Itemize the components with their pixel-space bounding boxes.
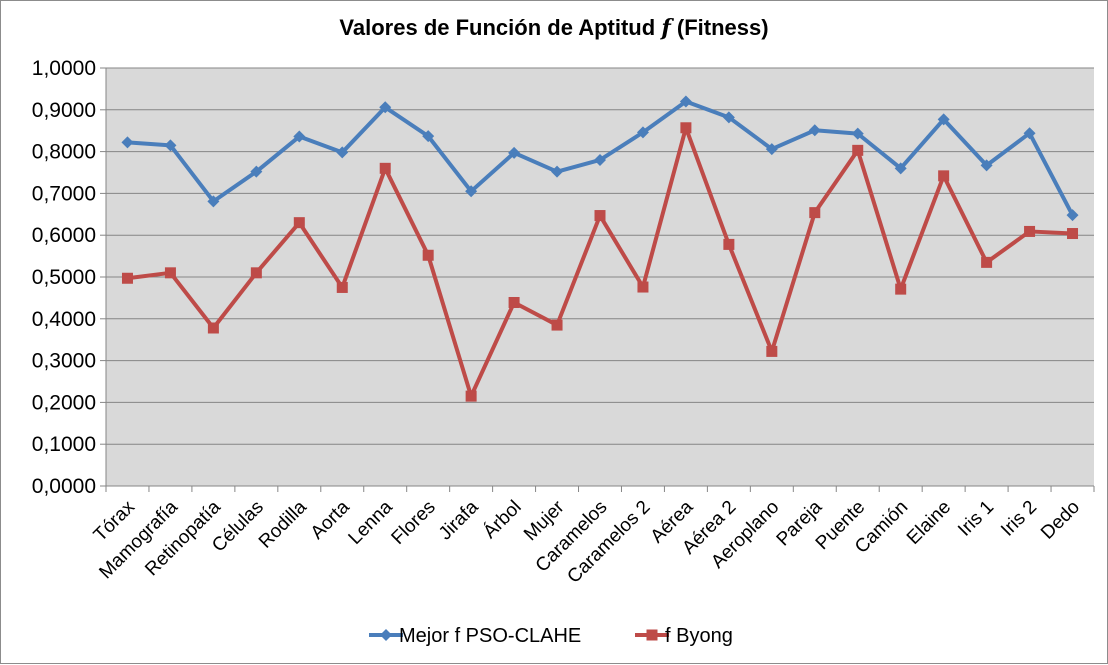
data-point [293,130,306,143]
data-point [894,162,907,175]
series-1 [121,95,1079,222]
data-point [422,130,435,143]
legend: Mejor f PSO-CLAHE f Byong [369,625,733,647]
y-tick-label: 0,8000 [32,141,96,164]
data-point [1023,127,1036,140]
data-point [680,122,692,134]
x-tick-label: Dedo [1037,497,1084,544]
axes [105,68,1095,492]
data-point [379,101,392,114]
chart-title-main: Valores de Función de Aptitud [339,15,661,40]
data-point [895,283,907,295]
data-point [551,165,564,178]
data-point [379,162,391,174]
data-point [250,165,263,178]
legend-item-2: f Byong [635,625,733,647]
x-tick-label: Flores [388,497,440,549]
data-point [808,124,821,137]
data-point [809,207,821,219]
y-tick-label: 0,0000 [32,475,96,498]
data-point [293,217,305,229]
x-tick-label: Árbol [479,497,525,543]
y-tick-label: 0,9000 [32,99,96,122]
data-point [594,153,606,166]
data-point [679,95,692,108]
legend-label: f Byong [665,625,733,647]
data-point [980,159,993,172]
data-point [765,143,778,156]
legend-label: Mejor f PSO-CLAHE [399,625,581,647]
data-point [852,144,864,156]
x-axis-tick-labels: TóraxMamografíaRetinopatíaCélulasRodilla… [90,496,1084,587]
y-tick-label: 0,4000 [32,308,96,331]
x-tick-label: Jirafa [435,496,483,544]
data-point [164,267,176,279]
data-point [422,249,434,261]
data-point [636,126,649,139]
x-tick-label: Iris 2 [997,497,1041,541]
data-point [250,267,262,279]
data-point [551,319,563,331]
data-point [465,185,478,198]
y-tick-label: 0,2000 [32,391,96,414]
y-tick-label: 0,6000 [32,224,96,247]
series-2 [121,122,1079,402]
legend-item-1: Mejor f PSO-CLAHE [369,625,581,647]
data-point [207,322,219,334]
legend-marker [646,629,658,641]
data-point [981,256,993,268]
y-tick-label: 0,1000 [32,433,96,456]
data-point [1024,225,1036,237]
data-point [851,127,864,140]
data-point [1066,209,1079,222]
data-point [336,146,349,159]
x-tick-label: Rodilla [255,496,311,552]
grid-lines [100,67,1094,487]
data-point [723,238,735,250]
data-point [637,281,649,293]
data-point [1067,228,1079,240]
data-point [938,170,950,182]
data-point [465,390,477,402]
chart-title-italic: f [659,15,674,41]
data-point [207,195,220,208]
series [121,95,1079,402]
y-tick-label: 0,3000 [32,350,96,373]
chart-title-tail: (Fitness) [671,15,769,40]
legend-marker [380,629,392,641]
data-point [164,139,177,152]
data-point [508,296,520,308]
data-point [594,210,606,222]
x-tick-label: Lenna [345,496,398,549]
y-tick-label: 0,7000 [32,182,96,205]
data-point [121,136,134,149]
y-tick-label: 0,5000 [32,266,96,289]
data-point [508,146,521,159]
data-point [766,345,778,357]
data-point [121,272,133,284]
data-point [336,281,348,293]
data-point [722,111,735,124]
data-point [937,113,950,126]
chart-title: Valores de Función de Aptitud f (Fitness… [339,15,768,41]
y-axis-tick-labels: 0,0000 0,1000 0,2000 0,3000 0,4000 0,5000 0,60… [32,57,96,498]
y-tick-label: 1,0000 [32,57,96,80]
x-tick-label: Elaine [903,497,955,549]
x-tick-label: Iris 1 [954,497,998,541]
